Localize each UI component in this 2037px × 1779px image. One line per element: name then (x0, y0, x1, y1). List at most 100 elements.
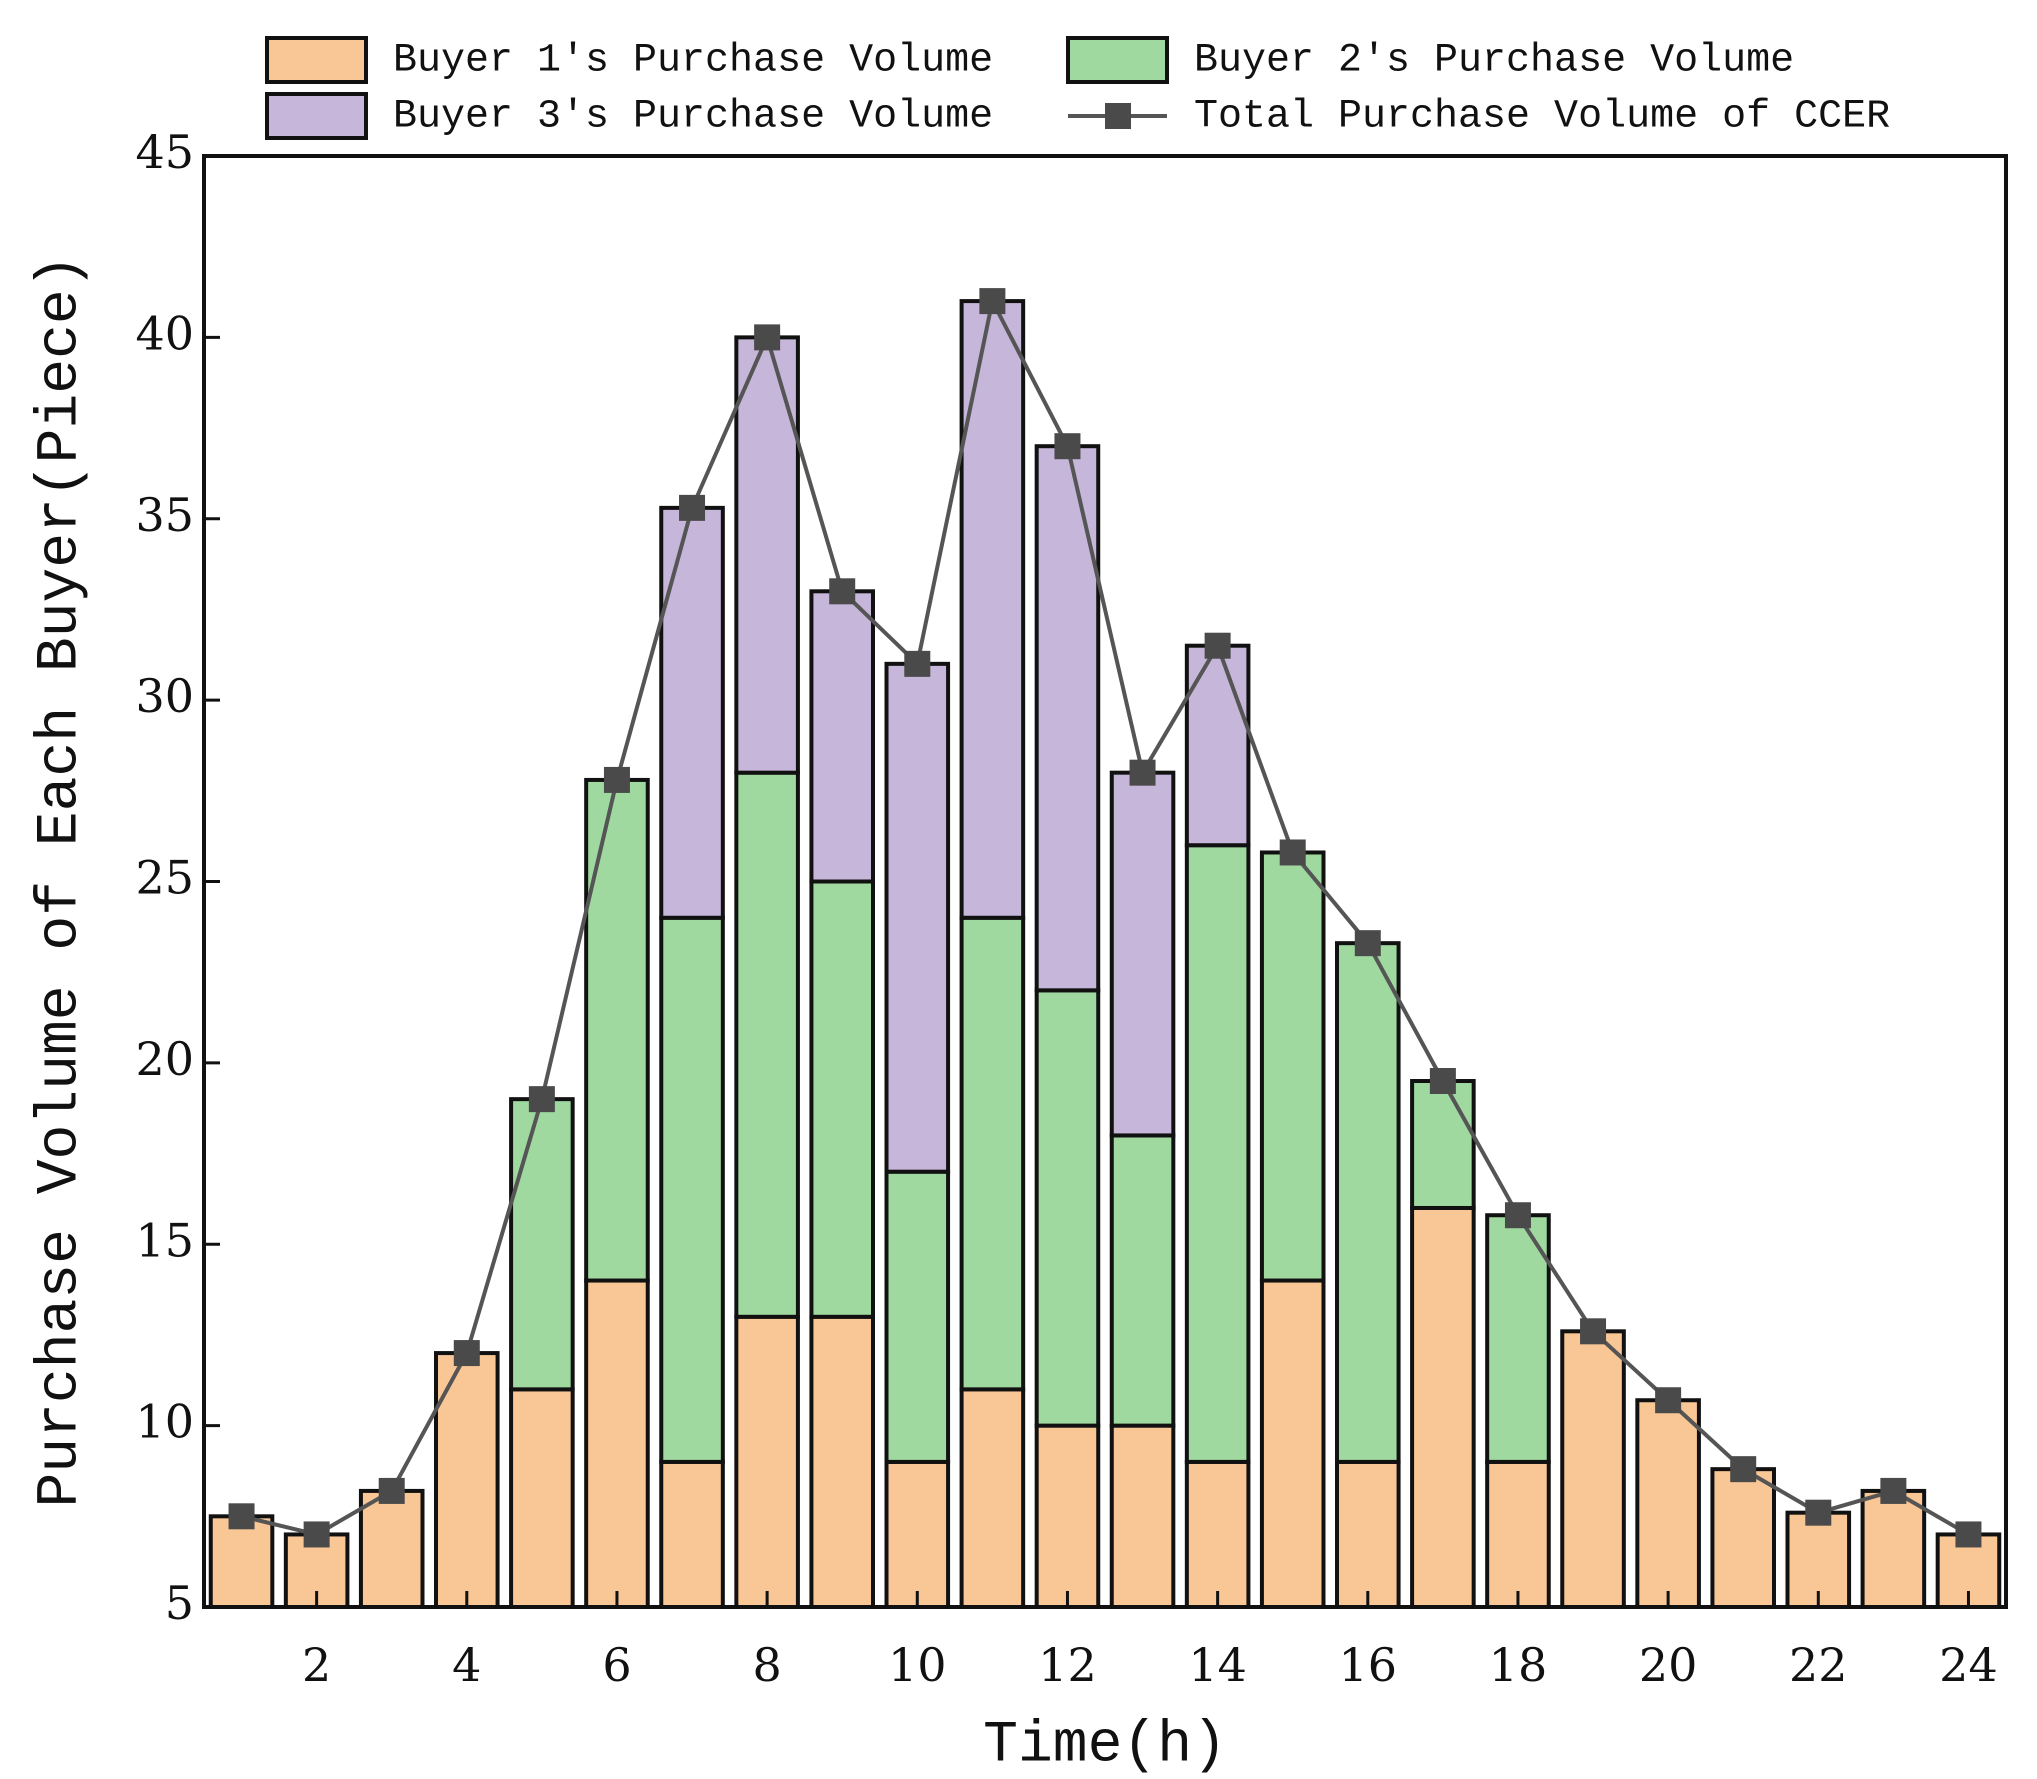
bar-segment (1335, 1459, 1401, 1607)
total-marker (1129, 759, 1156, 786)
y-tick-label: 30 (135, 669, 194, 723)
bar-segment (1860, 1488, 1927, 1607)
total-marker (979, 288, 1006, 315)
y-tick-label: 20 (135, 1032, 194, 1086)
legend-label: Total Purchase Volume of CCER (1194, 95, 1890, 140)
bar-segment (1560, 1329, 1626, 1607)
total-marker (829, 578, 856, 605)
bar-segment (659, 505, 725, 920)
bar-segment (584, 777, 650, 1283)
legend-swatch (265, 92, 368, 140)
total-marker (603, 766, 630, 793)
x-tick-label: 16 (1339, 1638, 1398, 1692)
x-tick-label: 6 (602, 1638, 631, 1692)
total-marker (1580, 1318, 1607, 1345)
total-marker (1054, 433, 1081, 460)
bar-segment (959, 915, 1026, 1392)
bar-segment (1034, 444, 1101, 993)
bar-segment (1109, 770, 1176, 1138)
bar-segment (659, 1459, 725, 1607)
total-marker (679, 494, 706, 521)
total-marker (1429, 1068, 1456, 1095)
legend-label: Buyer 3's Purchase Volume (393, 95, 993, 140)
total-marker (1955, 1521, 1982, 1548)
total-marker (1730, 1456, 1757, 1483)
total-marker (904, 650, 931, 677)
legend-label: Buyer 2's Purchase Volume (1194, 39, 1794, 84)
x-axis-label: Time(h) (983, 1713, 1227, 1778)
legend-swatch (265, 36, 368, 84)
total-marker (228, 1503, 255, 1530)
total-marker (1204, 632, 1231, 659)
bar-segment (1184, 1459, 1251, 1607)
total-line (241, 295, 1970, 1537)
x-tick-label: 4 (452, 1638, 481, 1692)
total-marker (1655, 1387, 1682, 1414)
bar-segment (734, 1314, 800, 1607)
bar-segment (884, 1169, 951, 1464)
x-tick-label: 24 (1939, 1638, 1998, 1692)
x-tick-label: 18 (1489, 1638, 1548, 1692)
bar-segment (809, 589, 875, 884)
bar-segment (1259, 850, 1326, 1283)
bar-segment (1335, 941, 1401, 1464)
y-tick-label: 5 (165, 1576, 194, 1630)
bar-segment (208, 1514, 275, 1607)
bar-segment (1184, 643, 1251, 848)
y-tick-label: 25 (135, 851, 194, 905)
x-tick-label: 14 (1188, 1638, 1247, 1692)
legend-label: Buyer 1's Purchase Volume (393, 39, 993, 84)
bar-segment (1485, 1459, 1551, 1607)
bar-segment (734, 335, 800, 775)
bar-segment (884, 1459, 951, 1607)
bar-segment (734, 770, 800, 1319)
total-marker (378, 1477, 405, 1504)
bar-segment (1410, 1205, 1476, 1607)
bar-segment (959, 1387, 1026, 1607)
plot (208, 295, 2002, 1607)
bar-segment (1109, 1133, 1176, 1428)
bar-segment (1109, 1423, 1176, 1607)
legend-marker (1105, 103, 1131, 129)
x-tick-label: 12 (1038, 1638, 1097, 1692)
bar-segment (1635, 1398, 1701, 1607)
y-tick-label: 15 (135, 1213, 194, 1267)
x-tick-label: 22 (1789, 1638, 1848, 1692)
bar-segment (959, 299, 1026, 920)
bar-segment (1034, 1423, 1101, 1607)
bar-segment (884, 661, 951, 1174)
x-tick-label: 2 (302, 1638, 331, 1692)
total-marker (1354, 930, 1381, 957)
bar-segment (358, 1488, 425, 1607)
bar-segment (659, 915, 725, 1464)
x-tick-label: 8 (752, 1638, 781, 1692)
total-marker (303, 1521, 330, 1548)
y-tick-label: 35 (135, 488, 194, 542)
total-marker (453, 1340, 480, 1367)
bar-segment (509, 1387, 575, 1607)
total-marker (754, 324, 781, 351)
bar-segment (809, 879, 875, 1319)
total-marker (1805, 1499, 1832, 1526)
bar-segment (584, 1278, 650, 1607)
bar-segment (509, 1097, 575, 1392)
bar-segment (1184, 843, 1251, 1464)
legend-swatch (1066, 36, 1169, 84)
bar-segment (1485, 1213, 1551, 1464)
x-tick-label: 10 (888, 1638, 947, 1692)
bar-segment (1259, 1278, 1326, 1607)
y-tick-label: 45 (135, 125, 194, 179)
bar-segment (1710, 1467, 1776, 1607)
total-marker (1504, 1202, 1531, 1229)
y-tick-label: 40 (135, 306, 194, 360)
bar-segment (1034, 988, 1101, 1428)
total-marker (1279, 839, 1306, 866)
bar-segment (1410, 1079, 1476, 1210)
y-axis-label: Purchase Volume of Each Buyer(Piece) (28, 254, 93, 1507)
total-marker (1880, 1477, 1907, 1504)
y-tick-label: 10 (135, 1395, 194, 1449)
total-marker (528, 1086, 555, 1113)
bar-segment (809, 1314, 875, 1607)
x-tick-label: 20 (1639, 1638, 1698, 1692)
